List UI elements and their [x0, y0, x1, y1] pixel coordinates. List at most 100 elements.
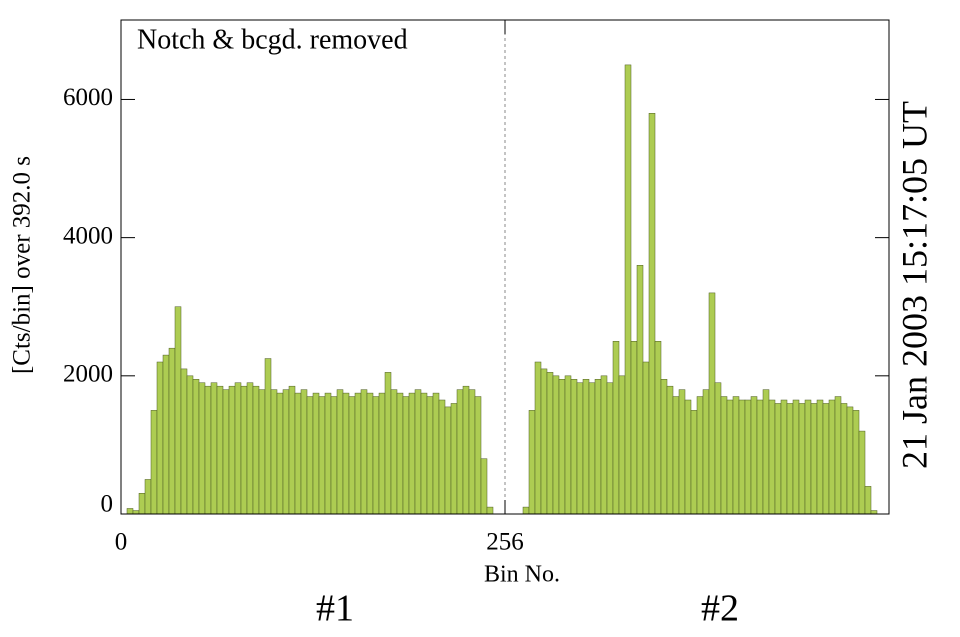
bar [678, 389, 686, 515]
bar [606, 382, 614, 515]
bar [702, 389, 710, 515]
region-label: #2 [701, 588, 739, 630]
bar [264, 358, 272, 515]
bar [852, 410, 860, 515]
y-tick-label: 2000 [63, 361, 113, 388]
bar [810, 403, 818, 515]
bar [630, 341, 638, 515]
bar [324, 392, 332, 515]
bar [384, 372, 392, 515]
bar [258, 389, 266, 515]
bar [570, 379, 578, 515]
bar [612, 341, 620, 515]
bar [696, 396, 704, 515]
bar [174, 306, 182, 515]
bar [252, 385, 260, 515]
bar [792, 399, 800, 515]
bar [390, 389, 398, 515]
bar [672, 396, 680, 515]
bar [756, 399, 764, 515]
bar [348, 396, 356, 515]
bar [768, 399, 776, 515]
bar [204, 385, 212, 515]
bar [666, 385, 674, 515]
bar [642, 361, 650, 515]
bar [414, 389, 422, 515]
bar [714, 382, 722, 515]
bar [858, 430, 866, 515]
bar [198, 382, 206, 515]
bar [480, 458, 488, 515]
bar [144, 479, 152, 515]
bar [804, 399, 812, 515]
bar [210, 382, 218, 515]
bar [168, 347, 176, 515]
bar [474, 396, 482, 515]
bar [396, 392, 404, 515]
bar [426, 396, 434, 515]
bar [354, 392, 362, 515]
bar [540, 368, 548, 515]
bar [750, 396, 758, 515]
bar [864, 486, 872, 515]
bar [798, 403, 806, 515]
bar [780, 399, 788, 515]
bar [228, 385, 236, 515]
bar [546, 372, 554, 515]
y-tick-label: 6000 [63, 84, 113, 111]
annotation: Notch & bcgd. removed [137, 24, 408, 55]
bar [330, 396, 338, 515]
bar [582, 379, 590, 515]
bar [222, 389, 230, 515]
bar [438, 399, 446, 515]
bar [840, 403, 848, 515]
bar [690, 410, 698, 515]
bar [660, 379, 668, 515]
bar [372, 396, 380, 515]
bar [360, 389, 368, 515]
bar [240, 385, 248, 515]
bar [306, 396, 314, 515]
bar [552, 375, 560, 515]
bar [378, 392, 386, 515]
x-tick-label: 256 [486, 529, 524, 556]
bar [288, 385, 296, 515]
bar [450, 403, 458, 515]
bar [132, 510, 140, 515]
bar [534, 361, 542, 515]
bar [126, 508, 134, 515]
bar [276, 392, 284, 515]
bar [486, 506, 494, 515]
bar [564, 375, 572, 515]
bar [444, 406, 452, 515]
bar [528, 410, 536, 515]
bar [138, 493, 146, 515]
bar [336, 389, 344, 515]
bar [822, 403, 830, 515]
bar [762, 389, 770, 515]
bar [270, 389, 278, 515]
x-tick-label: 0 [115, 529, 128, 556]
bar [282, 389, 290, 515]
region-label: #1 [316, 588, 354, 630]
bar [216, 385, 224, 515]
bar [468, 389, 476, 515]
bar [816, 399, 824, 515]
y-axis-label: [Cts/bin] over 392.0 s [9, 156, 36, 374]
bar [234, 382, 242, 515]
bar [294, 392, 302, 515]
bar [246, 382, 254, 515]
bar [720, 396, 728, 515]
bar [456, 389, 464, 515]
bar [846, 406, 854, 515]
bar [522, 506, 530, 515]
bar [150, 410, 158, 515]
bar [594, 379, 602, 515]
bar [726, 399, 734, 515]
bar [318, 396, 326, 515]
bar [654, 341, 662, 515]
x-axis-label: Bin No. [484, 562, 560, 588]
y-tick-label: 4000 [63, 222, 113, 249]
bar [774, 403, 782, 515]
